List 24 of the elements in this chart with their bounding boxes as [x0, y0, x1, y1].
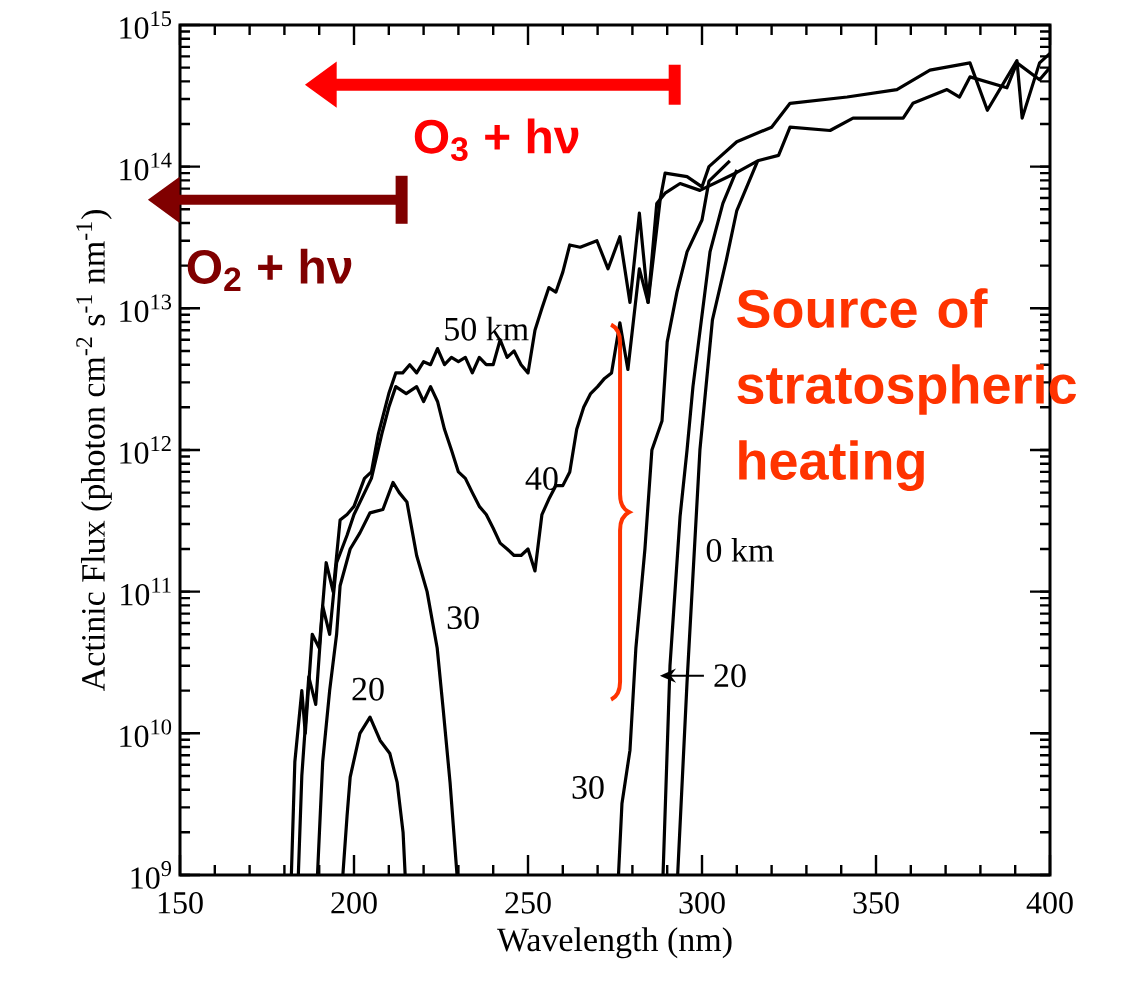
y-tick-label: 10$^{11}$	[121, 577, 171, 606]
y-tick-label: 10$^{9}$	[131, 861, 172, 889]
x-tick-label: 250	[505, 892, 551, 914]
y-tick-label: 10$^{10}$	[120, 719, 172, 748]
x-tick-label: 200	[331, 892, 377, 914]
series-label: 30	[447, 606, 479, 630]
x-axis-title: Wavelength (nm)	[496, 927, 732, 959]
series-label: 40	[525, 467, 558, 491]
y-tick-label: 10$^{15}$	[120, 11, 172, 39]
series-label: 50 km	[445, 316, 529, 341]
annotation: O$_{3}$ + hν	[414, 118, 579, 162]
x-tick-label: 300	[679, 892, 725, 914]
y-tick-label: 10$^{13}$	[120, 294, 172, 323]
series-label: 30	[572, 775, 604, 799]
annotation: O$_{2}$ + hν	[187, 248, 352, 291]
series-label: 20	[352, 677, 384, 701]
y-axis-title: Actinic Flux (photon cm$^{-2}$ s$^{-1}$ nm$^{-1}$)	[76, 210, 112, 691]
legend-label: 20	[714, 664, 746, 688]
x-tick-label: 350	[853, 892, 899, 914]
series-label: 0 km	[706, 538, 774, 562]
x-tick-label: 400	[1026, 892, 1073, 914]
y-tick-label: 10$^{14}$	[120, 152, 172, 181]
y-tick-label: 10$^{12}$	[120, 436, 171, 464]
x-tick-label: 150	[158, 892, 203, 914]
